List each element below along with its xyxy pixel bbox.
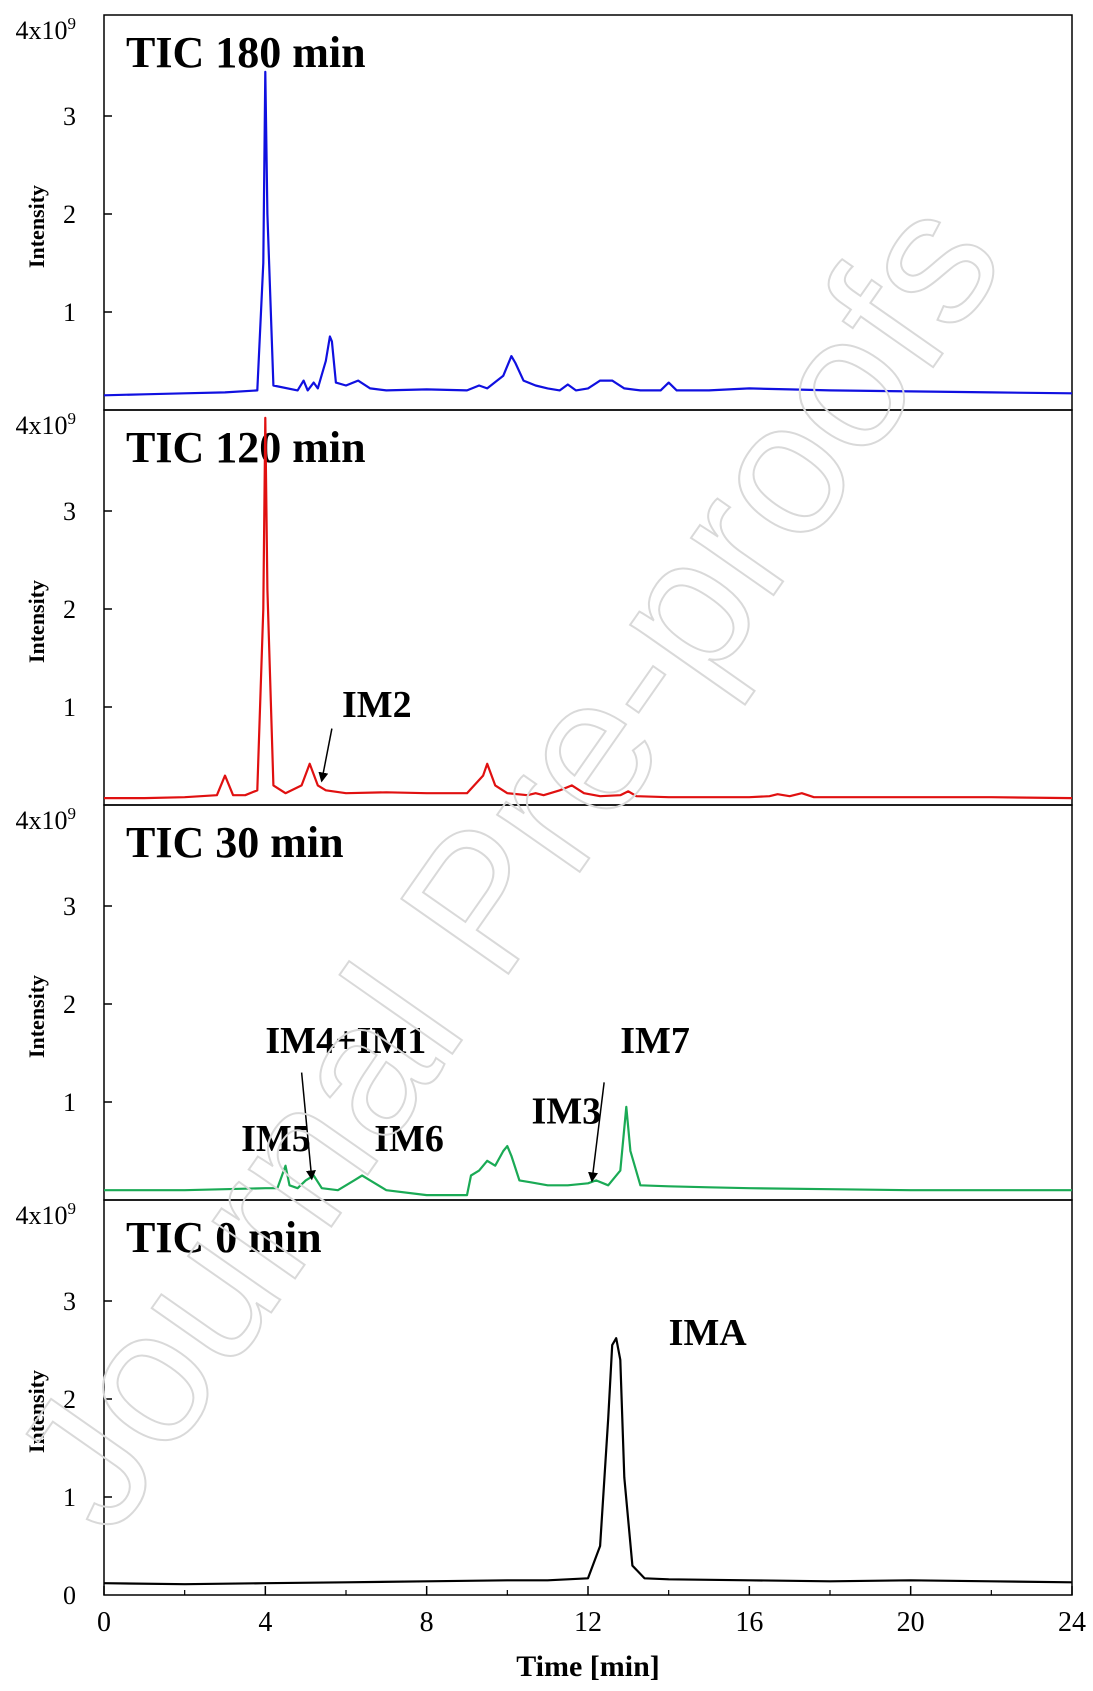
annotation-arrow xyxy=(300,1072,316,1181)
panel-title: TIC 30 min xyxy=(126,818,344,867)
peak-annotation: IMA xyxy=(669,1312,748,1354)
y-axis-label: Intensity xyxy=(24,185,49,268)
x-tick-label: 12 xyxy=(574,1607,602,1638)
y-tick-label: 0 xyxy=(63,1581,76,1610)
y-tick-label: 3 xyxy=(63,892,76,921)
y-tick-exponent: 9 xyxy=(68,409,77,428)
y-tick-label: 3 xyxy=(63,1287,76,1316)
y-axis-label: Intensity xyxy=(24,1370,49,1453)
y-tick-label: 3 xyxy=(63,497,76,526)
annotation-arrow xyxy=(588,1082,605,1183)
y-axis-label: Intensity xyxy=(24,580,49,663)
y-tick-label: 1 xyxy=(63,1483,76,1512)
y-tick-label: 1 xyxy=(63,1088,76,1117)
x-tick-label: 16 xyxy=(735,1607,763,1638)
y-tick-label: 2 xyxy=(63,1385,76,1414)
y-tick-label: 3 xyxy=(63,102,76,131)
y-tick-label: 2 xyxy=(63,200,76,229)
y-tick-label: 4x109 xyxy=(16,409,77,440)
annotation-arrow xyxy=(318,728,333,783)
x-tick-label: 4 xyxy=(258,1607,272,1638)
x-tick-label: 0 xyxy=(97,1607,111,1638)
series-line xyxy=(103,1337,1073,1586)
y-tick-exponent: 9 xyxy=(68,1199,77,1218)
x-tick-label: 24 xyxy=(1058,1607,1086,1638)
x-tick-label: 8 xyxy=(420,1607,434,1638)
y-tick-label: 4x109 xyxy=(16,1199,77,1230)
panel-title: TIC 120 min xyxy=(126,423,366,472)
y-tick-label: 1 xyxy=(63,298,76,327)
peak-annotation: IM5 xyxy=(241,1118,311,1160)
y-tick-label: 4x109 xyxy=(16,14,77,45)
panel-title: TIC 0 min xyxy=(126,1213,322,1262)
series-line xyxy=(104,416,1073,800)
panel-3: 0 1 2 3 4x109 Intensity TIC 0 min IMA xyxy=(16,1199,1073,1610)
y-tick-label: 2 xyxy=(63,595,76,624)
y-axis-label: Intensity xyxy=(24,975,49,1058)
peak-annotation: IM6 xyxy=(374,1118,444,1160)
series-line xyxy=(104,1105,1072,1197)
peak-annotation: IM4+IM1 xyxy=(265,1020,426,1062)
x-tick-label: 20 xyxy=(897,1607,925,1638)
panel-0: 1 2 3 4x109 Intensity TIC 180 min xyxy=(16,14,1073,411)
panel-title: TIC 180 min xyxy=(126,28,366,77)
peak-annotation: IM2 xyxy=(342,684,412,726)
y-tick-label: 4x109 xyxy=(16,804,77,835)
series-line xyxy=(103,70,1073,397)
x-axis-label: Time [min] xyxy=(516,1650,660,1683)
y-tick-label: 2 xyxy=(63,990,76,1019)
peak-annotation: IM3 xyxy=(532,1091,602,1133)
y-tick-exponent: 9 xyxy=(68,804,77,823)
peak-annotation: IM7 xyxy=(620,1020,690,1062)
panel-2: 1 2 3 4x109 Intensity TIC 30 min IM4+IM1 IM5 IM6… xyxy=(16,804,1073,1201)
y-tick-exponent: 9 xyxy=(68,14,77,33)
panel-1: 1 2 3 4x109 Intensity TIC 120 min IM2 xyxy=(16,409,1073,806)
y-tick-label: 1 xyxy=(63,693,76,722)
